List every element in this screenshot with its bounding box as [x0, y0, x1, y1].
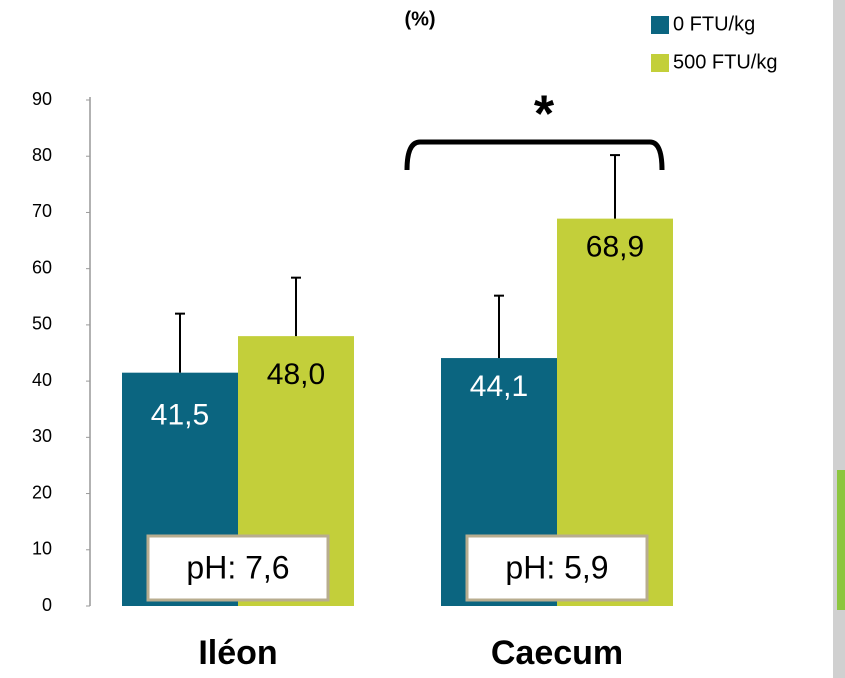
- y-tick-label: 0: [42, 595, 52, 615]
- legend-swatch: [651, 54, 669, 72]
- ph-label: pH: 7,6: [186, 549, 289, 585]
- ph-box: [465, 534, 649, 602]
- x-tick-label: Caecum: [491, 634, 623, 672]
- value-label: 68,9: [586, 231, 644, 264]
- y-tick-label: 70: [32, 201, 52, 221]
- y-tick-label: 10: [32, 539, 52, 559]
- y-tick-label: 60: [32, 257, 52, 277]
- ph-label: pH: 5,9: [505, 549, 608, 585]
- value-label: 44,1: [470, 370, 528, 403]
- ph-box: [146, 534, 330, 602]
- legend-label: 0 FTU/kg: [673, 13, 755, 35]
- value-label: 41,5: [151, 399, 209, 432]
- chart-title: (%): [404, 8, 435, 30]
- value-label: 48,0: [267, 358, 325, 391]
- y-tick-label: 50: [32, 314, 52, 334]
- x-tick-label: Iléon: [198, 634, 277, 672]
- legend-swatch: [651, 16, 669, 34]
- legend-label: 500 FTU/kg: [673, 51, 777, 73]
- y-tick-label: 20: [32, 482, 52, 502]
- y-tick-label: 30: [32, 426, 52, 446]
- side-accent: [837, 470, 845, 610]
- y-tick-label: 80: [32, 145, 52, 165]
- bracket: [404, 139, 665, 171]
- significance: *: [534, 86, 555, 144]
- y-tick-label: 40: [32, 370, 52, 390]
- y-tick-label: 90: [32, 89, 52, 109]
